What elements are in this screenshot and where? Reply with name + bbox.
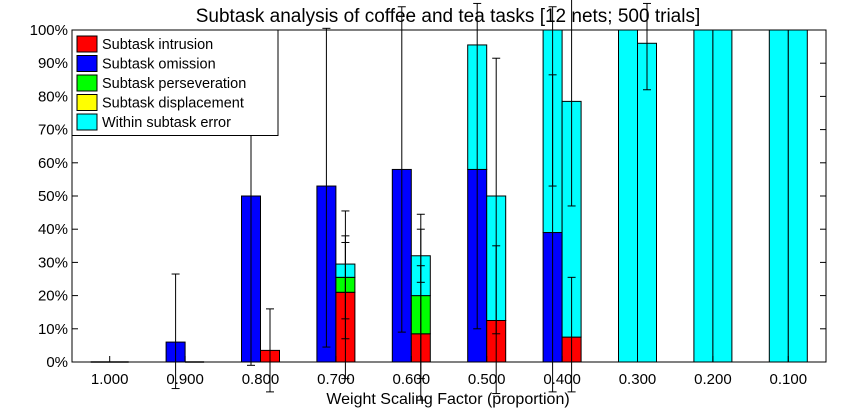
bar-segment [787, 29, 808, 363]
legend-label: Subtask perseveration [102, 76, 246, 92]
x-axis-label: Weight Scaling Factor (proportion) [326, 391, 569, 408]
bar-segment [637, 42, 657, 363]
x-tick-label: 0.200 [694, 371, 732, 388]
bars-layer [90, 29, 808, 363]
bar-segment [618, 29, 638, 363]
y-tick-label: 0% [46, 354, 68, 371]
chart-title: Subtask analysis of coffee and tea tasks… [196, 6, 701, 27]
x-tick-label: 0.800 [242, 371, 280, 388]
x-tick-label: 0.300 [619, 371, 657, 388]
x-tick-label: 0.100 [770, 371, 808, 388]
legend-swatch [76, 113, 98, 131]
y-tick-label: 80% [38, 88, 68, 105]
legend-swatch [76, 94, 98, 111]
bar-segment [693, 29, 714, 363]
x-axis-ticks: 1.000 0.900 0.800 0.700 0.600 0.500 0.400 0.300… [91, 356, 807, 388]
bar-segment [768, 29, 789, 363]
y-tick-label: 30% [38, 254, 68, 271]
y-tick-label: 40% [38, 221, 68, 238]
legend: Subtask intrusion Subtask omission Subtask… [71, 29, 279, 136]
x-tick-label: 0.400 [543, 371, 581, 388]
x-tick-label: 0.600 [393, 371, 431, 388]
legend-label: Within subtask error [102, 115, 231, 131]
y-tick-label: 70% [38, 122, 68, 139]
x-tick-label: 0.500 [468, 371, 506, 388]
x-tick-label: 0.700 [317, 371, 355, 388]
y-tick-label: 100% [30, 22, 68, 39]
y-tick-label: 60% [38, 155, 68, 172]
legend-label: Subtask intrusion [102, 37, 213, 53]
y-tick-label: 10% [38, 321, 68, 338]
legend-label: Subtask displacement [102, 96, 244, 112]
x-tick-label: 0.900 [166, 371, 204, 388]
bar-segment [712, 29, 733, 363]
legend-box [71, 29, 279, 136]
legend-swatch [76, 74, 98, 92]
legend-swatch [76, 35, 98, 53]
y-axis-ticks: 0% 10% 20% 30% 40% 50% 60% 70% 80% 90% 100% [30, 22, 826, 371]
y-tick-label: 90% [38, 55, 68, 72]
y-tick-label: 20% [38, 288, 68, 305]
y-tick-label: 50% [38, 188, 68, 205]
legend-label: Subtask omission [102, 57, 216, 73]
legend-swatch [76, 55, 98, 72]
x-tick-label: 1.000 [91, 371, 129, 388]
